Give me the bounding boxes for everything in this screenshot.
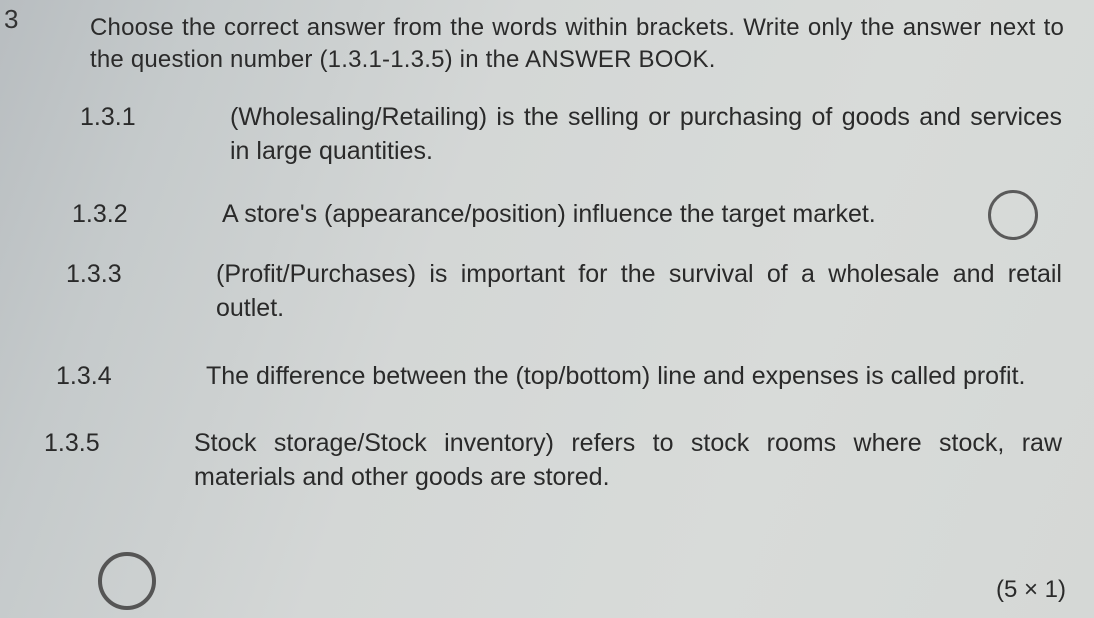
question-row: 1.3.2 A store's (appearance/position) in… — [72, 198, 1062, 232]
punch-hole-icon — [988, 190, 1038, 240]
marks-allocation: (5 × 1) — [996, 576, 1066, 604]
question-number: 1.3.1 — [80, 101, 230, 132]
punch-hole-icon — [98, 552, 156, 610]
question-row: 1.3.5 Stock storage/Stock inventory) ref… — [44, 427, 1062, 495]
question-text: (Profit/Purchases) is important for the … — [216, 258, 1062, 326]
question-number: 1.3.4 — [56, 360, 206, 391]
question-number: 1.3.3 — [66, 258, 216, 289]
section-number: 3 — [4, 4, 18, 35]
worksheet-page: 3 Choose the correct answer from the wor… — [0, 0, 1094, 618]
question-text: Stock storage/Stock inventory) refers to… — [194, 427, 1062, 495]
question-row: 1.3.1 (Wholesaling/Retailing) is the sel… — [80, 101, 1062, 169]
question-text: A store's (appearance/position) influenc… — [222, 198, 1062, 232]
question-text: The difference between the (top/bottom) … — [206, 360, 1062, 394]
instruction-text: Choose the correct answer from the words… — [90, 12, 1064, 77]
question-row: 1.3.3 (Profit/Purchases) is important fo… — [66, 258, 1062, 326]
question-number: 1.3.2 — [72, 198, 222, 229]
question-row: 1.3.4 The difference between the (top/bo… — [56, 360, 1062, 394]
question-text: (Wholesaling/Retailing) is the selling o… — [230, 101, 1062, 169]
question-number: 1.3.5 — [44, 427, 194, 458]
